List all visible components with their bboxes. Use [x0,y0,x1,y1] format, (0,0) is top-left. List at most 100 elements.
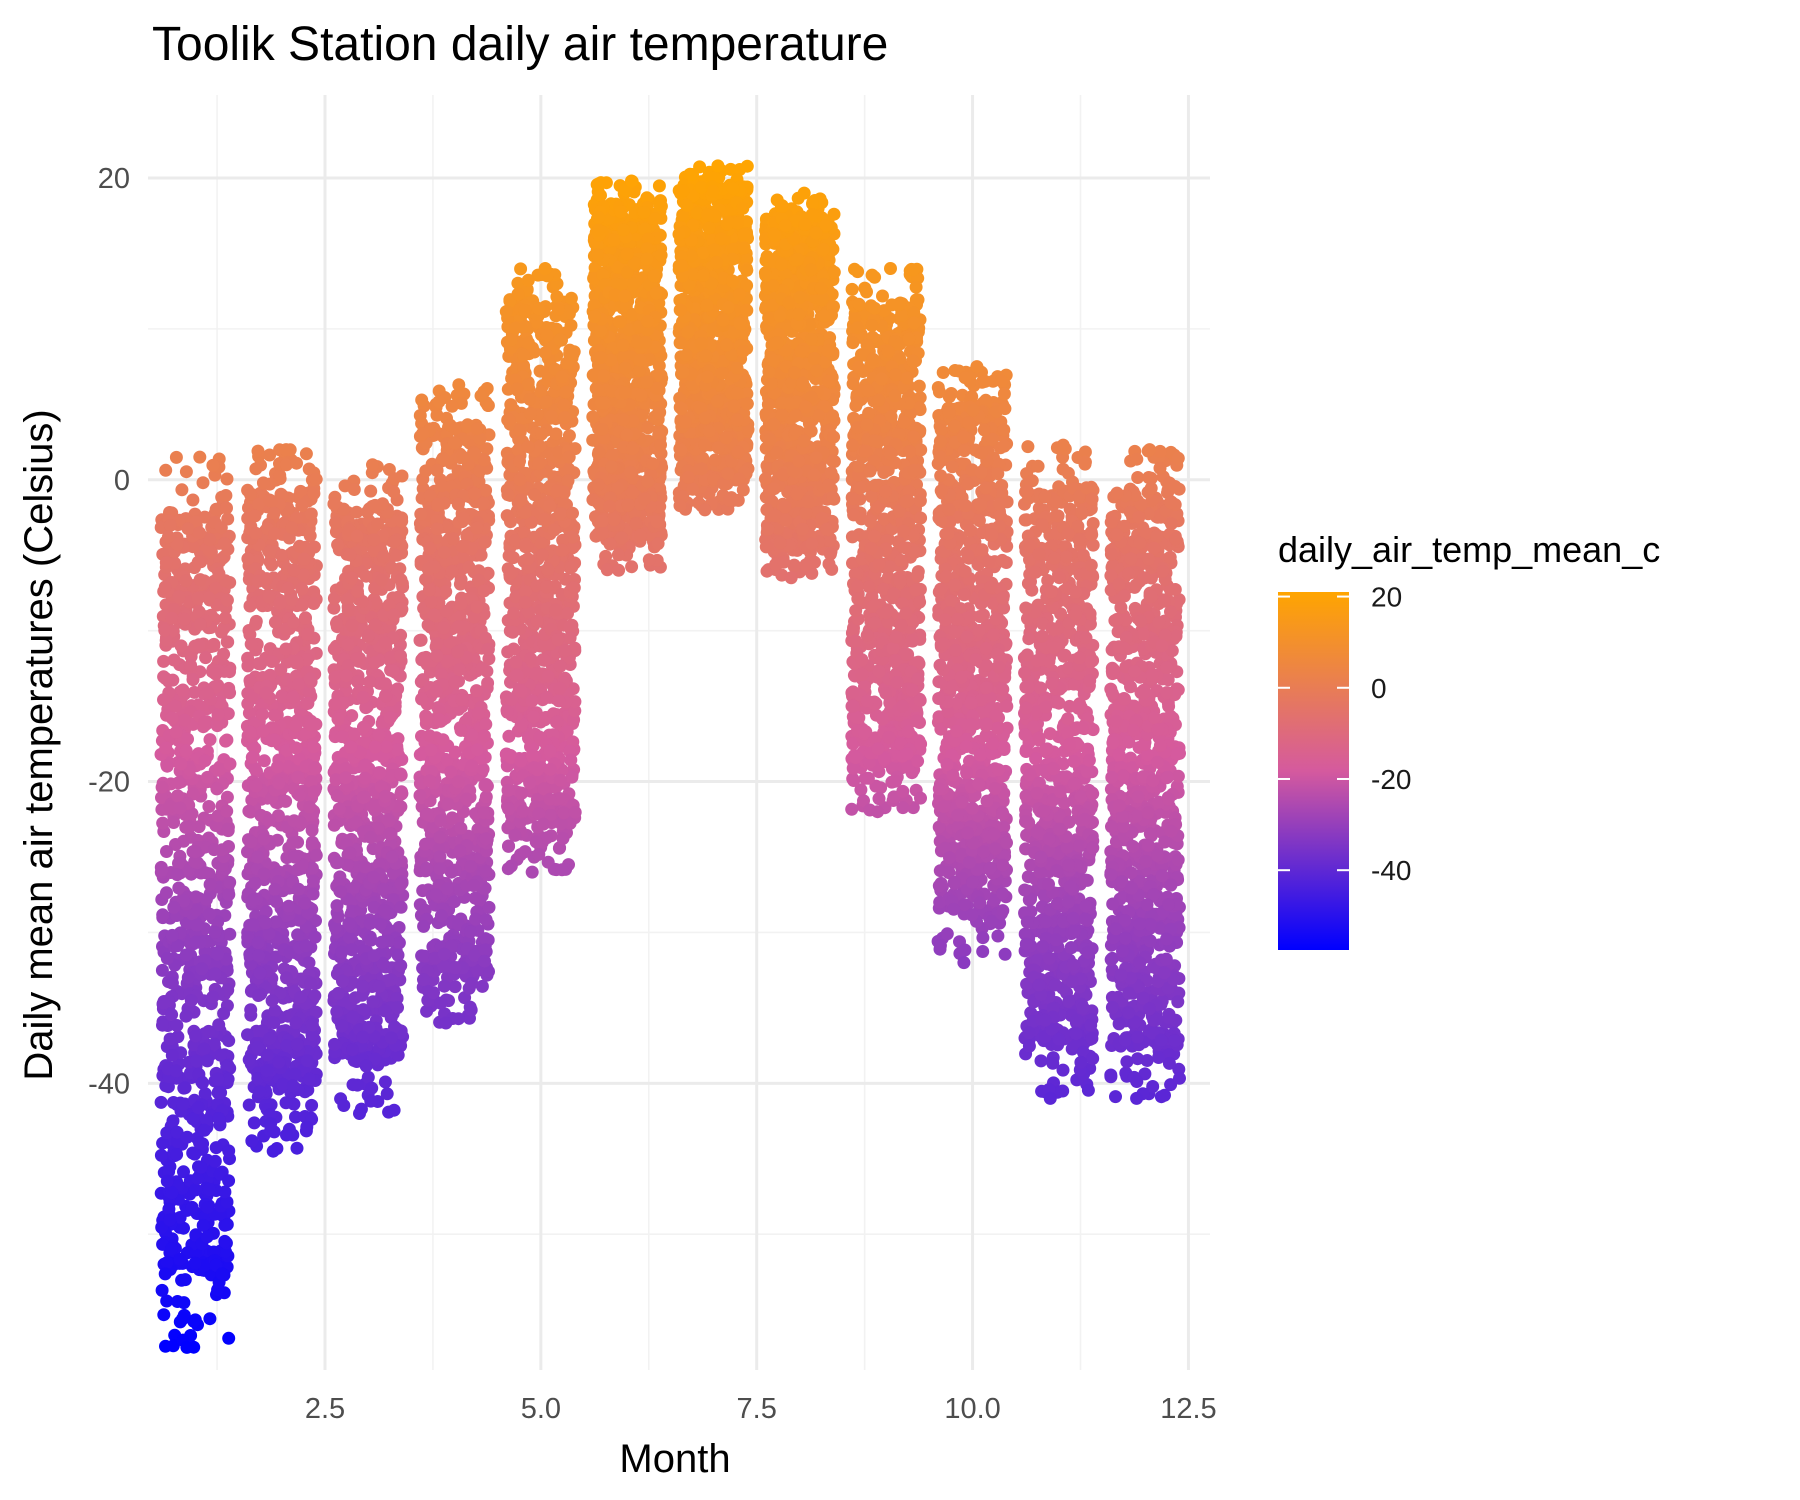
data-point [196,1218,210,1232]
data-point [193,526,206,540]
data-point [359,569,373,583]
data-point [501,488,515,502]
data-point [256,476,270,490]
data-point [163,800,177,814]
data-point [217,1007,231,1020]
data-point [211,947,225,961]
data-point [337,1099,351,1112]
data-point [394,959,408,973]
data-point [219,489,233,502]
data-point [562,450,576,464]
data-point [440,882,454,896]
data-point [351,585,364,598]
data-point [436,733,450,747]
data-point [262,927,276,941]
data-point [474,389,488,403]
data-point [244,835,258,849]
data-point [327,601,341,615]
data-point [451,645,465,659]
data-point [249,462,263,476]
data-point [193,617,207,631]
data-point [341,604,355,617]
data-point [413,789,427,802]
data-point [527,710,541,724]
data-point [377,903,391,917]
data-point [176,683,190,697]
data-point [196,1076,209,1090]
data-point [241,552,255,566]
data-point [446,532,460,546]
data-point [202,1024,216,1038]
data-point [279,794,293,808]
data-point [373,766,387,780]
data-point [334,885,347,899]
data-point [382,814,396,828]
data-point [307,740,320,754]
data-point [309,472,323,486]
data-point [211,708,225,721]
data-point [249,526,263,540]
data-point [203,878,217,891]
data-point [329,516,343,530]
data-point [367,533,381,547]
data-point [293,539,307,553]
data-point [295,499,309,513]
data-point [502,839,516,853]
data-point [445,399,459,413]
data-point [279,458,293,472]
data-point [245,750,259,764]
data-point [327,818,341,832]
data-point [291,928,305,942]
data-point [479,717,493,731]
data-point [454,821,468,835]
data-point [170,1019,184,1032]
data-point [273,596,287,610]
data-point [332,802,346,816]
data-point [303,672,317,686]
data-point [244,487,257,501]
data-point [553,333,567,347]
data-point [416,427,429,441]
data-point [346,1078,360,1092]
data-point [367,870,381,884]
data-point [220,804,234,818]
data-point [302,956,316,970]
data-point [513,423,527,437]
data-point [308,989,322,1003]
data-point [174,757,188,771]
data-point [207,637,221,651]
data-point [197,1042,211,1056]
data-point [437,621,451,635]
data-point [543,762,557,776]
data-point [448,422,462,436]
data-point [159,671,172,685]
data-point [448,961,462,975]
data-point [188,1256,202,1270]
data-point [504,333,518,347]
data-point [244,689,258,703]
data-point [525,865,539,879]
data-point [545,409,558,423]
data-point [274,663,288,677]
data-point [366,995,380,1009]
data-point [172,590,186,604]
data-point [518,595,532,609]
data-point [521,552,535,566]
data-point [155,863,169,877]
data-point [177,1296,191,1310]
data-point [264,1117,278,1131]
data-point [189,935,203,949]
data-point [212,567,226,581]
data-point [248,509,262,523]
data-point [536,817,550,831]
data-point [420,1004,434,1018]
data-point [251,1041,265,1054]
data-point [328,697,342,711]
data-point [453,844,467,858]
data-point [376,550,390,564]
data-point [564,753,578,767]
data-point [308,930,322,944]
data-point [386,664,400,678]
data-point [478,943,492,957]
data-point [155,780,169,794]
